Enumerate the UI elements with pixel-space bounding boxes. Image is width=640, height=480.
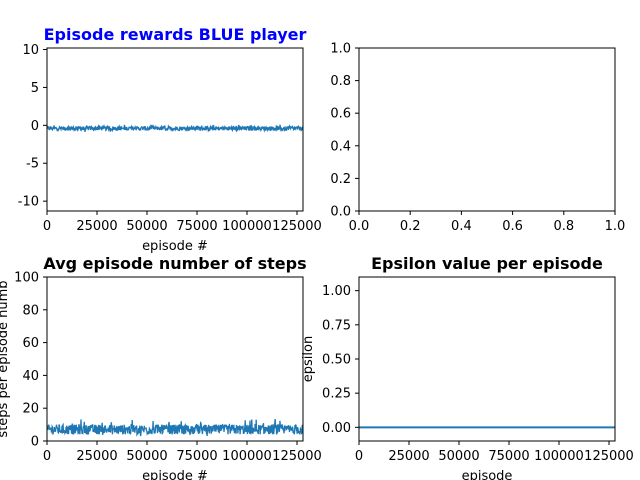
x-tick-label: 125000	[272, 449, 322, 464]
x-tick-label: 50000	[126, 449, 167, 464]
y-tick-label: 0.0	[330, 205, 351, 220]
x-tick-label: 25000	[76, 449, 117, 464]
y-tick-label: 0.2	[330, 172, 351, 187]
x-tick-label: 0.8	[553, 219, 574, 234]
y-tick-label: 80	[22, 303, 39, 318]
axes-frame	[46, 276, 304, 442]
series-line	[47, 123, 303, 133]
x-tick-label: 0	[43, 449, 51, 464]
x-tick-label: 100000	[222, 449, 272, 464]
x-tick-label: 0.0	[349, 219, 370, 234]
x-tick-label: 100000	[534, 449, 584, 464]
y-tick-label: 0.8	[330, 74, 351, 89]
x-tick-label: 0	[43, 219, 51, 234]
y-tick-label: 0	[31, 119, 39, 134]
y-tick-label: 40	[22, 369, 39, 384]
chart-title: Episode rewards BLUE player	[44, 25, 307, 44]
x-tick-label: 50000	[438, 449, 479, 464]
series-line	[47, 419, 303, 437]
y-tick-label: 0.4	[330, 139, 351, 154]
x-tick-label: 0.2	[400, 219, 421, 234]
y-tick-label: 0	[31, 435, 39, 450]
axes-frame	[46, 47, 304, 212]
y-axis-label: steps per episode numb	[0, 280, 11, 437]
y-tick-label: 60	[22, 336, 39, 351]
chart-title: Avg episode number of steps	[43, 254, 306, 273]
steps-panel: 0 25000 50000 75000 100000 125000 0 20 40 60 80 100…	[0, 254, 322, 480]
y-tick-label: 0.6	[330, 107, 351, 122]
rewards-panel: 0 25000 50000 75000 100000 125000 -10 -5 0 5 10 Epi…	[18, 25, 322, 254]
y-tick-label: -10	[18, 195, 39, 210]
x-tick-label: 125000	[272, 219, 322, 234]
epsilon-panel: 0 25000 50000 75000 100000 125000 0.00 0.25 0.50…	[301, 254, 634, 480]
x-axis-label: episode #	[142, 239, 208, 254]
x-tick-label: 25000	[76, 219, 117, 234]
x-tick-label: 0	[355, 449, 363, 464]
x-tick-label: 0.4	[451, 219, 472, 234]
y-tick-label: 20	[22, 402, 39, 417]
y-tick-label: 0.25	[322, 387, 351, 402]
y-tick-label: 5	[31, 81, 39, 96]
y-tick-label: -5	[26, 157, 39, 172]
x-axis-label: episode #	[142, 469, 208, 480]
chart-title: Epsilon value per episode	[371, 254, 603, 273]
y-tick-label: 0.75	[322, 318, 351, 333]
x-tick-label: 1.0	[605, 219, 626, 234]
x-axis-label: episode	[462, 469, 513, 480]
y-tick-label: 1.0	[330, 42, 351, 57]
x-tick-label: 100000	[222, 219, 272, 234]
empty-panel: 0.0 0.2 0.4 0.6 0.8 1.0 0.0 0.2 0.4 0.6 0.8 1.0	[330, 42, 625, 235]
y-tick-label: 0.00	[322, 421, 351, 436]
x-tick-label: 50000	[126, 219, 167, 234]
x-tick-label: 0.6	[502, 219, 523, 234]
x-tick-label: 25000	[388, 449, 429, 464]
x-tick-label: 75000	[488, 449, 529, 464]
y-tick-label: 0.50	[322, 353, 351, 368]
axes-frame	[358, 276, 616, 442]
x-tick-label: 75000	[176, 449, 217, 464]
y-tick-label: 1.00	[322, 284, 351, 299]
y-tick-label: 100	[14, 271, 39, 286]
y-axis-label: epsilon	[301, 336, 316, 382]
axes-frame	[358, 47, 616, 212]
y-tick-label: 10	[22, 43, 39, 58]
x-tick-label: 75000	[176, 219, 217, 234]
x-tick-label: 125000	[584, 449, 634, 464]
